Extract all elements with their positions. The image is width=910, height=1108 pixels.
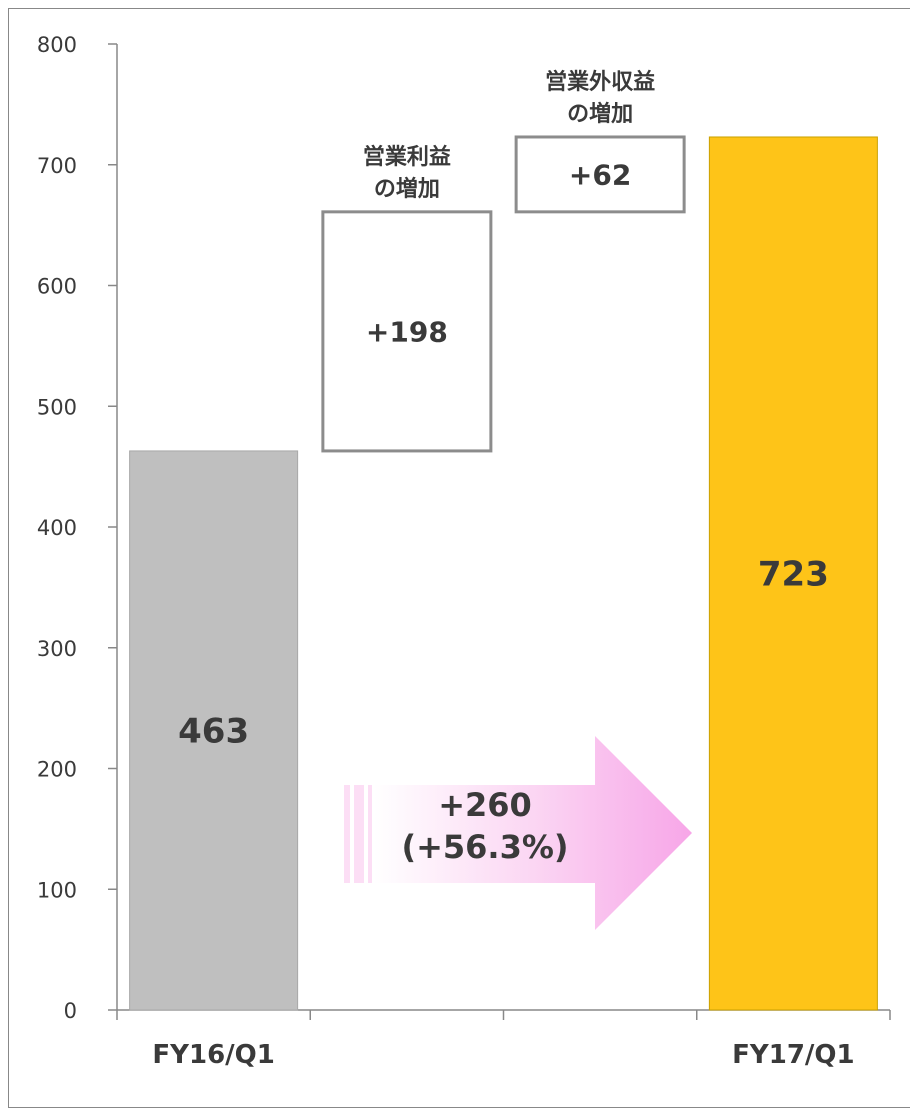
y-tick-label: 400	[37, 516, 77, 540]
increase-bar	[321, 210, 493, 453]
y-tick-label: 300	[37, 637, 77, 661]
arrow-stripe	[354, 785, 364, 883]
total-bar	[708, 136, 878, 1011]
increase-bar-label: +62	[569, 158, 631, 191]
increase-annotation: の増加	[567, 101, 633, 127]
arrow-stripe	[368, 785, 372, 883]
y-tick-label: 700	[37, 154, 77, 178]
y-tick-label: 100	[37, 878, 77, 902]
increase-annotation: 営業外収益	[545, 69, 655, 95]
y-tick-label: 600	[37, 275, 77, 299]
change-arrow-label: +260	[438, 786, 532, 824]
total-bar-label: 723	[758, 554, 829, 594]
change-arrow: +260 (+56.3%)	[344, 736, 692, 930]
increase-annotation: 営業利益	[363, 144, 451, 170]
increase-annotation: の増加	[374, 176, 440, 202]
x-axis: FY16/Q1 FY17/Q1	[116, 1009, 891, 1070]
x-category-label: FY17/Q1	[732, 1040, 854, 1070]
increase-bar	[514, 135, 686, 214]
total-bar-label: 463	[178, 711, 249, 751]
change-arrow-shape	[374, 736, 692, 930]
increase-bar-label: +198	[366, 315, 448, 348]
arrow-stripe	[344, 785, 350, 883]
y-tick-label: 800	[37, 33, 77, 57]
y-tick-label: 0	[64, 999, 77, 1023]
total-bar	[129, 450, 299, 1011]
y-axis: 0 100 200 300 400 500 600 700 800	[37, 33, 118, 1023]
change-arrow-label: (+56.3%)	[401, 828, 568, 866]
y-tick-label: 500	[37, 395, 77, 419]
y-tick-label: 200	[37, 758, 77, 782]
x-category-label: FY16/Q1	[152, 1040, 274, 1070]
